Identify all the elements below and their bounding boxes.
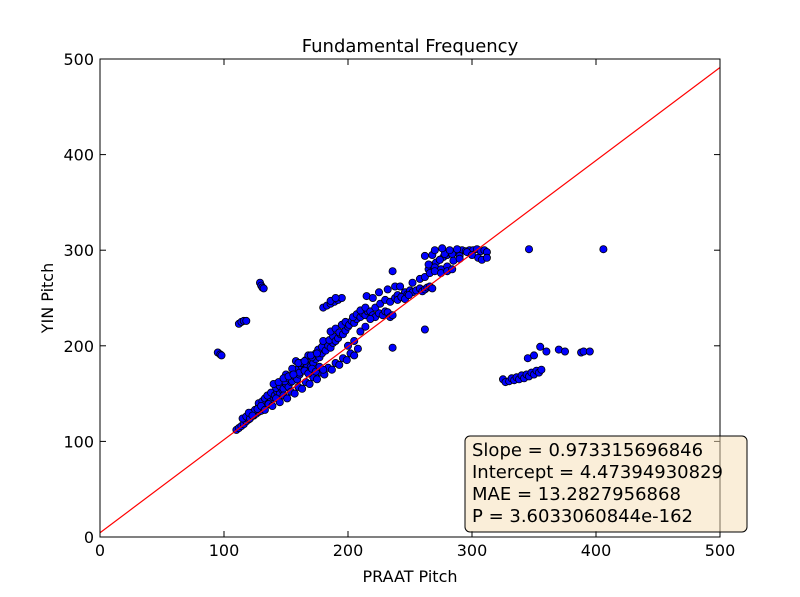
data-point [438, 244, 447, 253]
data-point [217, 351, 226, 360]
x-tick-label: 0 [95, 541, 105, 560]
data-point [361, 322, 370, 331]
stats-annotation: Slope = 0.973315696846 Intercept = 4.473… [464, 435, 748, 533]
ticks-layer: 0 100 200 300 400 500 0 100 200 300 400 500 [63, 50, 735, 560]
data-point [319, 365, 328, 374]
data-point [335, 360, 344, 369]
data-point [420, 325, 429, 334]
data-point [305, 379, 314, 388]
data-point [327, 365, 336, 374]
data-point [356, 327, 365, 336]
y-tick-label: 100 [63, 432, 94, 451]
y-tick-label: 300 [63, 241, 94, 260]
x-tick-label: 500 [705, 541, 736, 560]
stats-mae: MAE = 13.2827956868 [472, 484, 681, 505]
data-point [430, 246, 439, 255]
data-point [283, 394, 292, 403]
data-point [366, 314, 375, 323]
data-point [342, 356, 351, 365]
data-point [353, 344, 362, 353]
stats-box [464, 435, 748, 533]
data-point [525, 245, 534, 254]
stats-slope: Slope = 0.973315696846 [472, 440, 703, 461]
data-point [445, 246, 454, 255]
data-point [585, 347, 594, 356]
y-tick-label: 200 [63, 337, 94, 356]
data-point [388, 343, 397, 352]
stats-p-value: P = 3.6033060844e-162 [472, 506, 693, 527]
y-axis-label: YIN Pitch [38, 263, 57, 335]
data-point [368, 293, 377, 302]
y-tick-label: 0 [84, 528, 94, 547]
data-point [537, 365, 546, 374]
data-point [388, 267, 397, 276]
data-point [383, 285, 392, 294]
plot-frame [99, 58, 721, 538]
data-point [542, 347, 551, 356]
data-point [482, 253, 491, 262]
data-point [420, 251, 429, 260]
data-point [428, 284, 437, 293]
x-tick-label: 300 [457, 541, 488, 560]
points-layer [213, 244, 608, 434]
data-point [561, 347, 570, 356]
data-point [435, 255, 444, 264]
data-point [404, 291, 413, 300]
data-point [290, 389, 299, 398]
data-point [259, 284, 268, 293]
chart-title: Fundamental Frequency [302, 36, 519, 57]
x-axis-label: PRAAT Pitch [362, 567, 457, 586]
data-point [374, 288, 383, 297]
x-tick-label: 200 [333, 541, 364, 560]
data-point [530, 351, 539, 360]
data-point [453, 245, 462, 254]
data-point [350, 351, 359, 360]
data-point [298, 384, 307, 393]
data-point [312, 375, 321, 384]
data-point [275, 398, 284, 407]
stats-intercept: Intercept = 4.47394930829 [472, 462, 723, 483]
data-point [396, 282, 405, 291]
y-tick-label: 400 [63, 146, 94, 165]
data-point [408, 278, 417, 287]
data-point [536, 342, 545, 351]
x-tick-label: 100 [209, 541, 240, 560]
y-tick-label: 500 [63, 50, 94, 69]
data-point [599, 245, 608, 254]
data-point [289, 370, 298, 379]
fit-line [100, 66, 720, 534]
data-point [242, 316, 251, 325]
data-point [312, 349, 321, 358]
x-tick-label: 400 [581, 541, 612, 560]
fit-layer [100, 66, 720, 534]
data-point [331, 293, 340, 302]
data-point [300, 357, 309, 366]
